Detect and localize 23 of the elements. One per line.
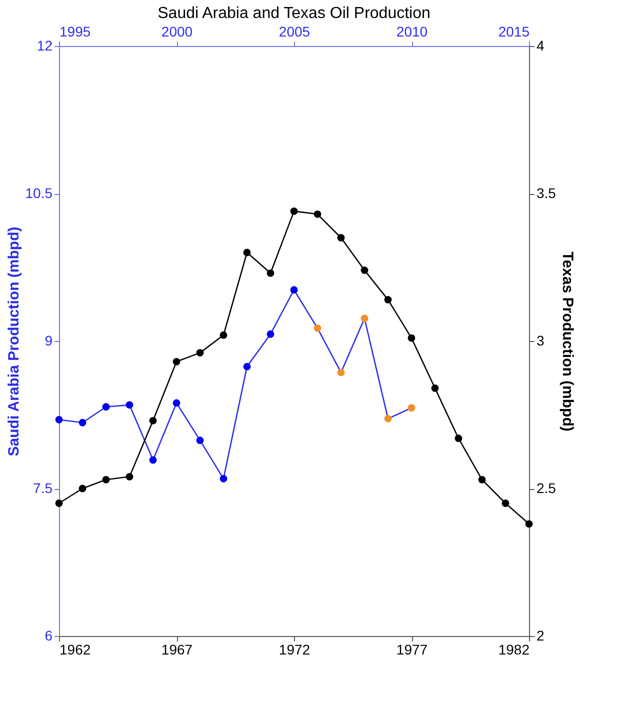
- x-tick-label: 1977: [396, 642, 428, 658]
- y-tick-label: 7.5: [33, 480, 53, 496]
- y2-tick-label: 3: [536, 332, 544, 348]
- y-tick-label: 9: [44, 332, 53, 348]
- y-tick-label: 6: [44, 628, 53, 644]
- x-tick-label: 1967: [161, 642, 193, 658]
- y-tick-label: 10.5: [25, 185, 53, 201]
- y-tick-label: 12: [36, 38, 53, 54]
- x-tick-label: 1972: [278, 642, 310, 658]
- y2-axis-title: Texas Production (mbpd): [558, 252, 576, 432]
- x2-tick-label: 2000: [161, 24, 193, 40]
- y2-tick-label: 4: [536, 38, 544, 54]
- x2-tick-label: 2010: [396, 24, 428, 40]
- x-tick-label: 1982: [498, 642, 530, 658]
- y-axis-title: Saudi Arabia Production (mbpd): [5, 226, 22, 456]
- y2-tick-label: 3.5: [536, 185, 556, 201]
- x2-tick-label: 1995: [60, 24, 91, 40]
- y2-tick-label: 2.5: [536, 480, 556, 496]
- x2-tick-label: 2005: [278, 24, 310, 40]
- chart-title: Saudi Arabia and Texas Oil Production: [158, 5, 430, 22]
- x-tick-label: 1962: [60, 642, 91, 658]
- y2-tick-label: 2: [536, 628, 544, 644]
- x2-tick-label: 2015: [498, 24, 530, 40]
